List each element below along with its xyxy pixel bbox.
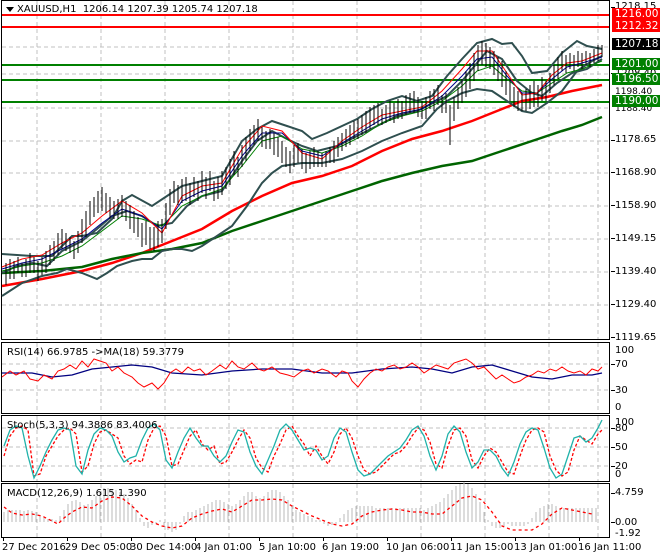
macd-tick: 0.00 xyxy=(615,517,638,528)
stochastic-panel[interactable]: Stoch(5,3,3) 94.3886 83.4006 xyxy=(1,415,610,482)
price-tick: 1139.40 xyxy=(615,266,657,277)
rsi-tick: 0 xyxy=(615,402,622,413)
time-label: 6 Jan 19:00 xyxy=(322,542,379,553)
chart-header: XAUUSD,H1 1206.14 1207.39 1205.74 1207.1… xyxy=(6,4,258,15)
support-label: 1201.00 xyxy=(612,58,660,70)
rsi-axis: 100 70 30 0 xyxy=(611,342,660,414)
time-label: 29 Dec 05:00 xyxy=(65,542,133,553)
symbol-label: XAUUSD,H1 xyxy=(17,4,77,15)
price-chart-svg xyxy=(1,1,609,339)
macd-svg xyxy=(3,482,599,537)
support-label: 1190.00 xyxy=(612,95,660,107)
stoch-tick: 100 xyxy=(615,417,635,428)
current-price-label: 1207.18 xyxy=(612,38,660,50)
time-label: 13 Jan 01:00 xyxy=(514,542,578,553)
macd-tick: 4.759 xyxy=(615,487,644,498)
triangle-down-icon[interactable] xyxy=(6,6,14,12)
price-tick: 1119.65 xyxy=(615,332,657,343)
time-label: 30 Dec 14:00 xyxy=(130,542,198,553)
rsi-tick: 100 xyxy=(615,345,635,356)
time-label: 11 Jan 15:00 xyxy=(450,542,514,553)
price-tick: 1158.90 xyxy=(615,200,657,211)
price-chart-panel[interactable]: XAUUSD,H1 1206.14 1207.39 1205.74 1207.1… xyxy=(1,0,610,340)
price-tick: 1168.90 xyxy=(615,167,657,178)
rsi-panel[interactable]: RSI(14) 66.9785 ->MA(18) 59.3779 xyxy=(1,342,610,414)
time-label: 10 Jan 06:00 xyxy=(386,542,450,553)
time-label: 16 Jan 11:00 xyxy=(578,542,642,553)
rsi-title: RSI(14) 66.9785 ->MA(18) 59.3779 xyxy=(7,347,184,358)
price-tick: 1198.40 xyxy=(615,87,653,97)
resistance-label: 1216.00 xyxy=(612,8,660,20)
macd-tick: -1.92 xyxy=(615,528,641,539)
stochastic-title: Stoch(5,3,3) 94.3886 83.4006 xyxy=(7,420,158,431)
price-tick: 1149.15 xyxy=(615,233,657,244)
resistance-label: 1212.32 xyxy=(612,20,660,32)
time-label: 27 Dec 2016 xyxy=(2,542,66,553)
price-tick: 1188.40 xyxy=(615,104,653,114)
price-axis: 1218.15 1208.40 1178.65 1168.90 1158.90 … xyxy=(611,0,660,343)
price-bars xyxy=(5,41,603,285)
macd-title: MACD(12,26,9) 1.615 1.390 xyxy=(7,488,147,499)
stochastic-axis: 100 80 50 20 0 xyxy=(611,415,660,482)
price-tick: 1218.15 xyxy=(615,1,657,12)
time-label: 5 Jan 10:00 xyxy=(259,542,316,553)
macd-axis: 4.759 0.00 -1.92 xyxy=(611,483,660,539)
time-label: 4 Jan 01:00 xyxy=(195,542,252,553)
stoch-tick: 80 xyxy=(615,423,628,434)
rsi-tick: 70 xyxy=(615,359,628,370)
stoch-tick: 0 xyxy=(615,469,622,480)
stochastic-svg xyxy=(2,416,609,481)
rsi-tick: 30 xyxy=(615,385,628,396)
price-tick: 1129.40 xyxy=(615,299,657,310)
macd-panel[interactable]: MACD(12,26,9) 1.615 1.390 xyxy=(1,482,610,538)
rsi-svg xyxy=(1,343,609,413)
stoch-tick: 50 xyxy=(615,442,628,453)
support-label: 1196.50 xyxy=(612,73,660,85)
price-tick: 1178.65 xyxy=(615,134,657,145)
stoch-tick: 20 xyxy=(615,461,628,472)
ohlc-values: 1206.14 1207.39 1205.74 1207.18 xyxy=(82,4,258,15)
